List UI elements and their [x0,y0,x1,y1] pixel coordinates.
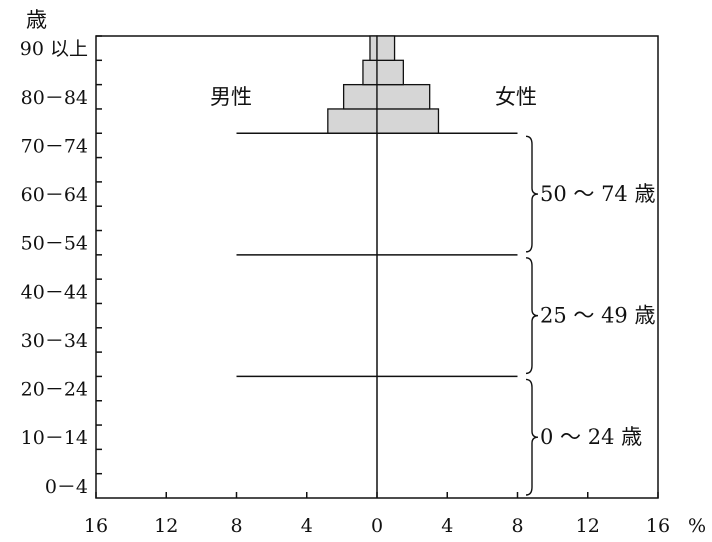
x-tick-label: 8 [230,515,242,537]
y-tick-label: 80－84 [21,87,88,109]
bar-female-85-89 [376,59,404,86]
x-tick-label: 16 [646,515,670,537]
x-tick-label: 16 [84,515,108,537]
bar-male-75-79 [327,108,378,134]
x-tick-label: 8 [511,515,523,537]
y-tick-label: 50－54 [21,233,88,255]
guide-lines-layer [236,132,518,378]
x-unit-label: % [688,515,706,537]
x-tick-label: 0 [371,515,383,537]
bars-layer [327,35,440,134]
group-brace [525,257,539,375]
x-tick-label: 4 [441,515,453,537]
y-tick-label: 20－24 [21,379,88,401]
y-tick-label: 40－44 [21,281,88,303]
group-label: 0 ～ 24 歳 [540,425,642,449]
legend-female-label: 女性 [495,85,537,109]
bar-male-85-89 [362,59,378,86]
y-axis-ticks: 0－4 10－14 20－24 30－34 40－44 50－54 60－64 70－74 80… [20,35,102,498]
group-brace [525,135,539,253]
y-tick-label: 30－34 [21,330,88,352]
group-brace [525,378,539,496]
x-tick-label: 12 [576,515,600,537]
y-tick-label: 60－64 [21,184,88,206]
x-tick-label: 4 [301,515,313,537]
legend-male-label: 男性 [210,85,252,109]
group-label: 25 ～ 49 歳 [540,304,655,328]
y-unit-label: 歳 [26,8,47,32]
group-label: 50 ～ 74 歳 [540,182,655,206]
x-tick-label: 12 [154,515,178,537]
bar-male-80-84 [342,83,378,110]
y-tick-label: 10－14 [21,427,88,449]
y-tick-label: 70－74 [21,135,88,157]
bar-female-80-84 [376,83,431,110]
bar-male-90+ [369,35,378,61]
bar-female-90+ [376,35,396,61]
age-group-braces: 50 ～ 74 歳 25 ～ 49 歳 0 ～ 24 歳 [525,135,655,496]
bar-female-75-79 [376,108,440,134]
y-tick-label: 0－4 [45,476,88,498]
x-axis-ticks: 16 12 8 4 0 4 8 12 16 [84,492,670,537]
y-tick-label: 90 以上 [20,38,88,60]
